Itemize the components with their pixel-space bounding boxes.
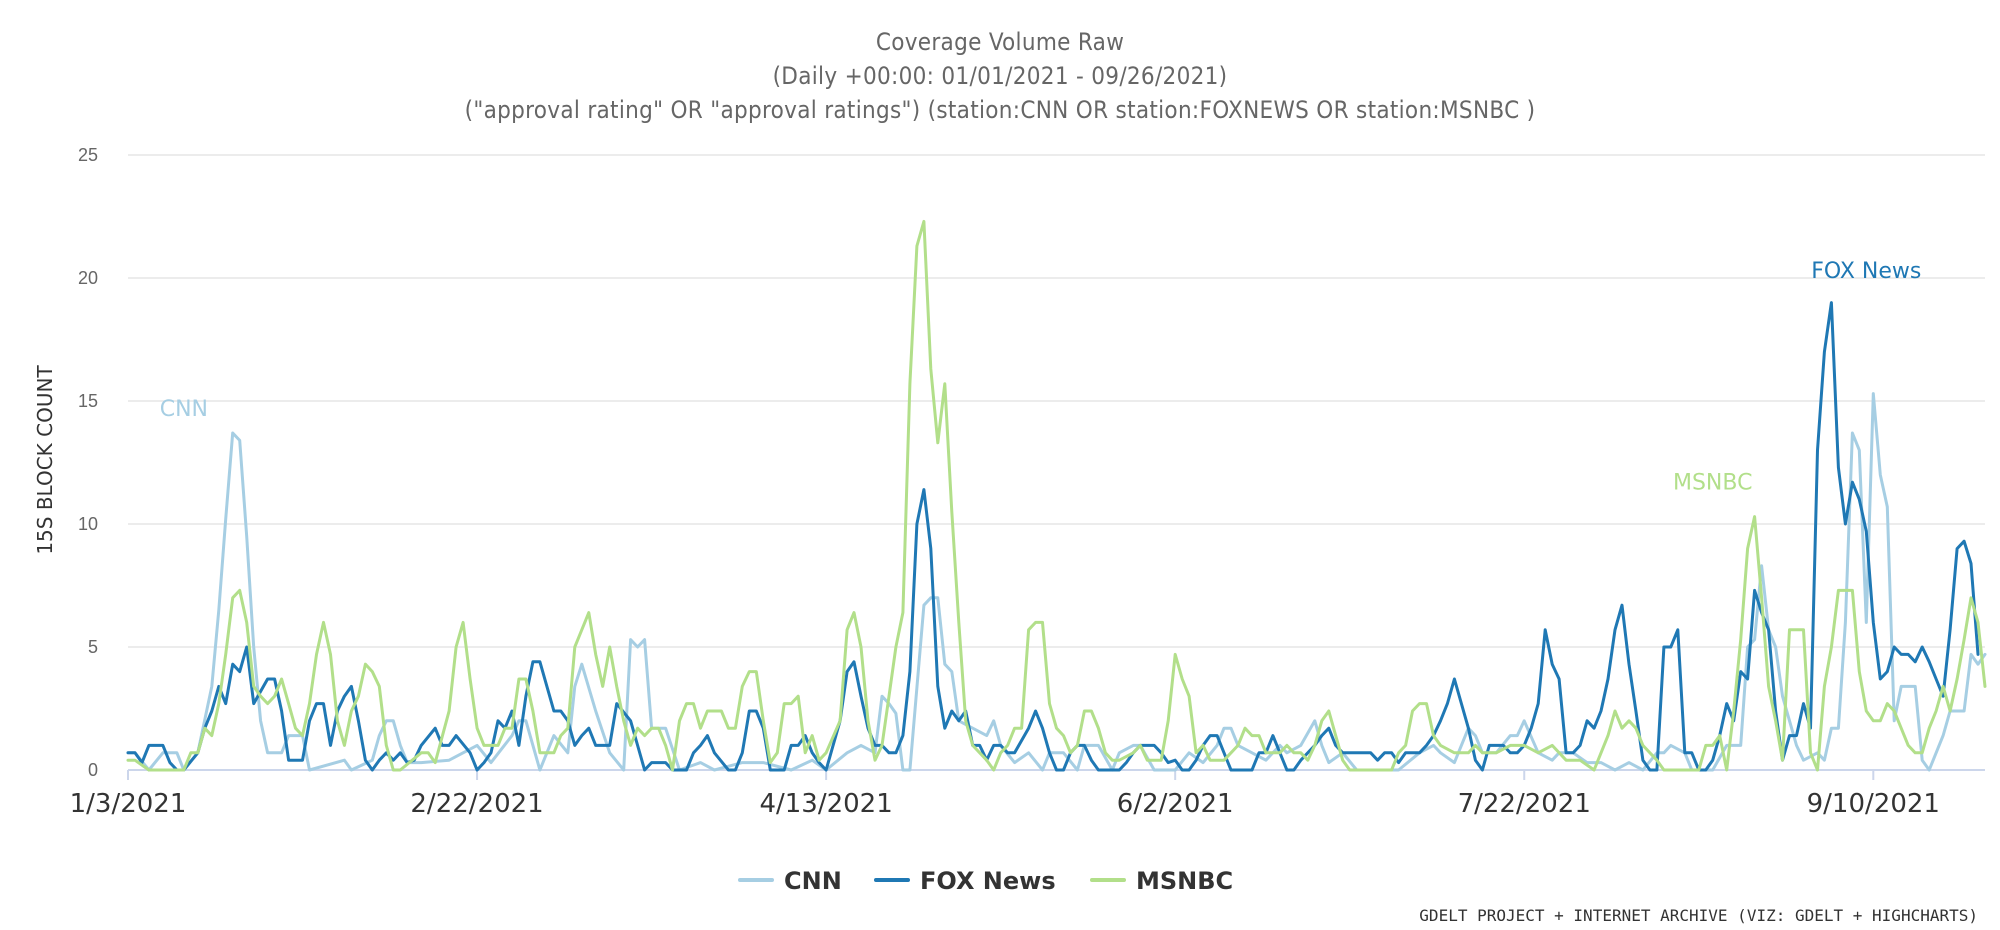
y-tick-label: 5 — [88, 637, 98, 657]
x-tick-label: 4/13/2021 — [759, 789, 892, 819]
legend-label: FOX News — [920, 867, 1056, 895]
series-label-fox-news: FOX News — [1811, 259, 1921, 284]
legend-item-cnn[interactable]: CNN — [738, 867, 842, 895]
series-labels: CNN FOX News MSNBC — [160, 259, 1922, 496]
y-gridlines — [128, 154, 1985, 771]
legend-item-fox-news[interactable]: FOX News — [874, 867, 1056, 895]
title-line-3: ("approval rating" OR "approval ratings"… — [465, 96, 1536, 124]
y-axis-label: 15S BLOCK COUNT — [33, 365, 57, 555]
legend-item-msnbc[interactable]: MSNBC — [1090, 867, 1233, 895]
series-lines — [126, 219, 1987, 772]
y-axis-ticks: 0 5 10 15 20 25 — [78, 145, 98, 780]
legend-label: CNN — [784, 867, 842, 895]
y-tick-label: 25 — [78, 145, 98, 165]
series-label-msnbc: MSNBC — [1673, 471, 1752, 496]
x-tick-label: 9/10/2021 — [1807, 789, 1940, 819]
legend-label: MSNBC — [1136, 867, 1233, 895]
y-tick-label: 15 — [78, 391, 98, 411]
x-tick-label: 6/2/2021 — [1117, 789, 1234, 819]
x-tick-label: 1/3/2021 — [70, 789, 187, 819]
y-tick-label: 0 — [88, 760, 98, 780]
series-line-msnbc[interactable] — [126, 219, 1987, 772]
x-axis: 1/3/2021 2/22/2021 4/13/2021 6/2/2021 7/22/2… — [70, 769, 1985, 819]
y-tick-label: 10 — [78, 514, 98, 534]
title-line-1: Coverage Volume Raw — [876, 28, 1124, 56]
y-tick-label: 20 — [78, 268, 98, 288]
title-line-2: (Daily +00:00: 01/01/2021 - 09/26/2021) — [773, 62, 1228, 90]
x-tick-label: 7/22/2021 — [1458, 789, 1591, 819]
series-label-cnn: CNN — [160, 397, 208, 422]
series-line-cnn[interactable] — [126, 392, 1987, 772]
series-line-fox-news[interactable] — [126, 301, 1980, 772]
credits[interactable]: GDELT PROJECT + INTERNET ARCHIVE (VIZ: G… — [1419, 906, 1978, 925]
chart-title: Coverage Volume Raw (Daily +00:00: 01/01… — [465, 28, 1536, 124]
legend[interactable]: CNN FOX News MSNBC — [738, 867, 1233, 895]
x-tick-label: 2/22/2021 — [410, 789, 543, 819]
